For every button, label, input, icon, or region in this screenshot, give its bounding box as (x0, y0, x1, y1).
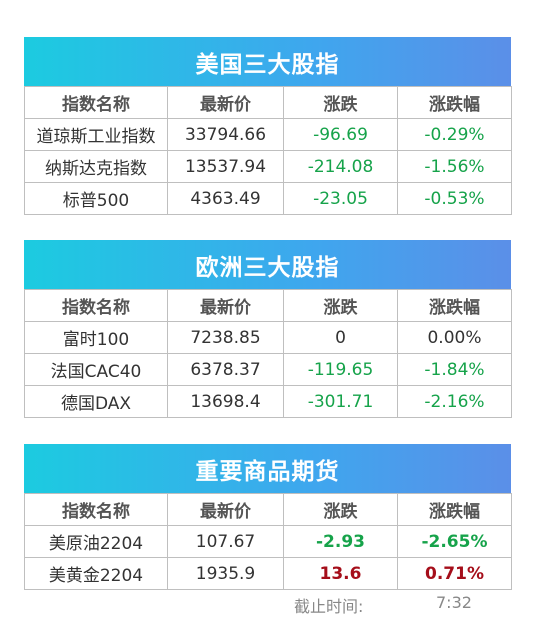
commodity-change-pct: -2.65% (397, 525, 512, 558)
eu-indices-table: 指数名称 最新价 涨跌 涨跌幅 富时100 7238.85 0 0.00% 法国… (24, 289, 512, 418)
commodity-name: 美黄金2204 (24, 557, 168, 590)
index-name: 标普500 (24, 182, 168, 215)
panel-title: 欧洲三大股指 (24, 240, 511, 289)
commodity-price: 107.67 (167, 525, 284, 558)
index-change: 0 (283, 321, 398, 354)
col-header-change: 涨跌 (283, 289, 398, 322)
index-change-pct: -0.29% (397, 118, 512, 151)
col-header-price: 最新价 (167, 493, 284, 526)
us-indices-table: 指数名称 最新价 涨跌 涨跌幅 道琼斯工业指数 33794.66 -96.69 … (24, 86, 512, 215)
index-price: 13537.94 (167, 150, 284, 183)
col-header-price: 最新价 (167, 86, 284, 119)
index-change-pct: -1.56% (397, 150, 512, 183)
index-change: -23.05 (283, 182, 398, 215)
table-row: 纳斯达克指数 13537.94 -214.08 -1.56% (24, 150, 512, 183)
index-change: -301.71 (283, 385, 398, 418)
commodity-name: 美原油2204 (24, 525, 168, 558)
index-change-pct: -2.16% (397, 385, 512, 418)
col-header-change-pct: 涨跌幅 (397, 493, 512, 526)
index-change: -96.69 (283, 118, 398, 151)
commodity-change: 13.6 (283, 557, 398, 590)
commodity-change-pct: 0.71% (397, 557, 512, 590)
col-header-price: 最新价 (167, 289, 284, 322)
panel-commodities: 重要商品期货 指数名称 最新价 涨跌 涨跌幅 美原油2204 107.67 -2… (24, 444, 512, 590)
commodity-change: -2.93 (283, 525, 398, 558)
col-header-change: 涨跌 (283, 493, 398, 526)
panel-title: 重要商品期货 (24, 444, 511, 493)
header-row: 指数名称 最新价 涨跌 涨跌幅 (24, 86, 512, 119)
panel-eu-indices: 欧洲三大股指 指数名称 最新价 涨跌 涨跌幅 富时100 7238.85 0 0… (24, 240, 512, 418)
table-row: 标普500 4363.49 -23.05 -0.53% (24, 182, 512, 215)
table-row: 德国DAX 13698.4 -301.71 -2.16% (24, 385, 512, 418)
table-row: 道琼斯工业指数 33794.66 -96.69 -0.29% (24, 118, 512, 151)
index-change-pct: 0.00% (397, 321, 512, 354)
col-header-name: 指数名称 (24, 289, 168, 322)
panel-title: 美国三大股指 (24, 37, 511, 86)
header-row: 指数名称 最新价 涨跌 涨跌幅 (24, 493, 512, 526)
index-name: 法国CAC40 (24, 353, 168, 386)
col-header-change-pct: 涨跌幅 (397, 86, 512, 119)
index-name: 德国DAX (24, 385, 168, 418)
cutoff-time-label: 截止时间: (294, 597, 364, 616)
table-row: 美原油2204 107.67 -2.93 -2.65% (24, 525, 512, 558)
commodities-table: 指数名称 最新价 涨跌 涨跌幅 美原油2204 107.67 -2.93 -2.… (24, 493, 512, 590)
index-name: 道琼斯工业指数 (24, 118, 168, 151)
table-row: 美黄金2204 1935.9 13.6 0.71% (24, 557, 512, 590)
index-change: -119.65 (283, 353, 398, 386)
col-header-name: 指数名称 (24, 86, 168, 119)
table-row: 法国CAC40 6378.37 -119.65 -1.84% (24, 353, 512, 386)
footer: 截止时间: 7:32 (24, 593, 511, 617)
index-price: 33794.66 (167, 118, 284, 151)
index-name: 富时100 (24, 321, 168, 354)
index-name: 纳斯达克指数 (24, 150, 168, 183)
header-row: 指数名称 最新价 涨跌 涨跌幅 (24, 289, 512, 322)
col-header-change: 涨跌 (283, 86, 398, 119)
commodity-price: 1935.9 (167, 557, 284, 590)
col-header-name: 指数名称 (24, 493, 168, 526)
index-price: 6378.37 (167, 353, 284, 386)
cutoff-time-value: 7:32 (436, 593, 472, 612)
index-change-pct: -1.84% (397, 353, 512, 386)
table-row: 富时100 7238.85 0 0.00% (24, 321, 512, 354)
index-change-pct: -0.53% (397, 182, 512, 215)
index-price: 4363.49 (167, 182, 284, 215)
index-price: 7238.85 (167, 321, 284, 354)
col-header-change-pct: 涨跌幅 (397, 289, 512, 322)
panel-us-indices: 美国三大股指 指数名称 最新价 涨跌 涨跌幅 道琼斯工业指数 33794.66 … (24, 37, 512, 215)
index-price: 13698.4 (167, 385, 284, 418)
index-change: -214.08 (283, 150, 398, 183)
